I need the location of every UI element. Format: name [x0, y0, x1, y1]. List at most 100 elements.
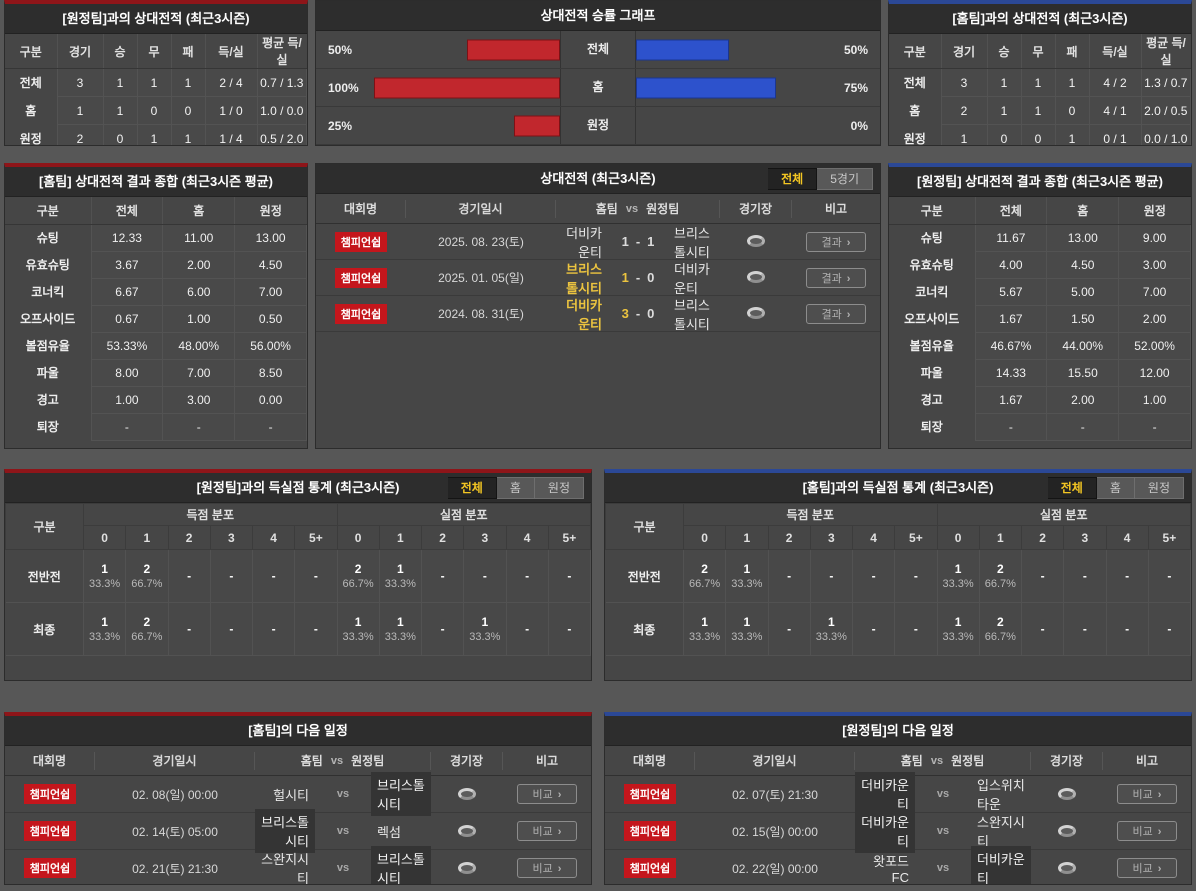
match-date: 2025. 08. 23(토): [438, 235, 524, 249]
column-header: 경기: [57, 34, 104, 69]
stadium-icon[interactable]: [1058, 861, 1076, 874]
column-header: 구분: [889, 197, 976, 225]
panel-away-h2h-record: [원정팀]과의 상대전적 (최근3시즌) 구분 경기 승 무 패 득/실 평균 득/실 전체…: [4, 0, 308, 146]
stadium-icon[interactable]: [747, 271, 765, 284]
match-datetime: 02. 21(토) 21:30: [132, 861, 218, 876]
cell: 0: [1054, 96, 1090, 125]
result-button[interactable]: 결과: [806, 267, 866, 288]
list-header: 대회명 경기일시 홈팀 vs 원정팀 경기장 비고: [5, 746, 591, 776]
away-team-name: 입스위치타운: [977, 778, 1025, 812]
panel-title: [홈팀]과의 상대전적 (최근3시즌): [889, 4, 1191, 34]
cell: -: [1063, 602, 1107, 656]
result-button[interactable]: 결과: [806, 303, 866, 324]
league-badge: 챔피언쉽: [334, 267, 388, 288]
goal-count-header: 4: [1105, 525, 1149, 550]
chart-row: 100% 홈 75%: [316, 69, 880, 107]
table-row: 볼점유율 46.67% 44.00% 52.00%: [889, 331, 1191, 360]
match-datetime: 02. 14(토) 05:00: [132, 824, 218, 839]
cell: 7.00: [162, 358, 236, 387]
stadium-icon[interactable]: [1058, 824, 1076, 837]
tab[interactable]: 전체: [447, 477, 497, 499]
list-header: 대회명 경기일시 홈팀 vs 원정팀 경기장 비고: [316, 194, 880, 224]
away-team-name: 렉섬: [377, 824, 401, 840]
table-header-row: 구분 경기 승 무 패 득/실 평균 득/실: [5, 34, 307, 69]
goal-count-header: 3: [809, 525, 854, 550]
home-winrate-value: 50%: [328, 42, 353, 57]
cell: 2 66.7%: [682, 549, 727, 603]
match-date: 2025. 01. 05(일): [438, 271, 524, 285]
cell: 1 33.3%: [463, 602, 507, 656]
table-row: 유효슈팅 3.67 2.00 4.50: [5, 250, 307, 279]
stadium-icon[interactable]: [747, 307, 765, 320]
result-button[interactable]: 결과: [806, 231, 866, 252]
compare-button[interactable]: 비교: [1117, 821, 1177, 841]
column-header: 평균 득/실: [257, 34, 307, 69]
away-score: 0: [647, 306, 655, 321]
away-team-name: 더비카운티: [971, 846, 1031, 884]
cell: 4 / 2: [1088, 68, 1142, 97]
cell: 0: [1020, 124, 1056, 145]
compare-button[interactable]: 비교: [517, 821, 577, 841]
cell: -: [90, 412, 164, 441]
table-row: 퇴장 - - -: [889, 412, 1191, 441]
cell: -: [209, 602, 254, 656]
cell: 11.67: [974, 223, 1048, 252]
match-row: 챔피언쉽 2025. 08. 23(토) 더비카운티 1 - 1 브리스톨시티 …: [316, 224, 880, 260]
home-team-header: 홈팀: [900, 753, 923, 768]
tab[interactable]: 5경기: [817, 168, 873, 190]
panel-title: [원정팀]의 다음 일정: [605, 716, 1191, 746]
goal-count-header: 3: [209, 525, 254, 550]
away-team-header: 원정팀: [951, 753, 985, 768]
league-badge: 챔피언쉽: [23, 784, 77, 804]
league-badge: 챔피언쉽: [623, 784, 677, 804]
cell: 56.00%: [234, 331, 307, 360]
stadium-icon[interactable]: [458, 787, 476, 800]
home-score: 3: [621, 306, 629, 321]
tab[interactable]: 전체: [1047, 477, 1097, 499]
home-team-name: 브리스톨시티: [255, 809, 315, 853]
home-team-name: 헐시티: [273, 787, 309, 803]
stadium-icon[interactable]: [747, 235, 765, 248]
row-label: 슈팅: [5, 224, 92, 251]
cell: 53.33%: [90, 331, 164, 360]
row-label: 홈: [5, 96, 58, 125]
tab[interactable]: 홈: [1096, 477, 1135, 499]
away-winrate-bar: [636, 39, 729, 60]
stadium-icon[interactable]: [458, 861, 476, 874]
cell: 8.50: [234, 358, 307, 387]
compare-button[interactable]: 비교: [1117, 858, 1177, 878]
match-header: 홈팀 vs 원정팀: [255, 751, 431, 770]
compare-button[interactable]: 비교: [1117, 784, 1177, 804]
table-row: 오프사이드 0.67 1.00 0.50: [5, 304, 307, 333]
panel-title: [원정팀]과의 득실점 통계 (최근3시즌): [196, 480, 400, 495]
chart-category-label: 홈: [560, 69, 636, 106]
tab[interactable]: 홈: [496, 477, 535, 499]
tab[interactable]: 전체: [768, 168, 818, 190]
row-label: 원정: [5, 124, 58, 145]
away-team-header: 원정팀: [646, 201, 680, 216]
cell: 48.00%: [162, 331, 236, 360]
match-date: 2024. 08. 31(토): [438, 307, 524, 321]
home-team-name: 더비카운티: [566, 297, 602, 332]
panel-home-h2h-record: [홈팀]과의 상대전적 (최근3시즌) 구분 경기 승 무 패 득/실 평균 득/실 전체 …: [888, 0, 1192, 146]
cell: 1: [1054, 124, 1090, 145]
row-label: 퇴장: [5, 413, 92, 440]
column-header: 득/실: [205, 34, 258, 69]
cell: 1: [170, 68, 206, 97]
cell: -: [209, 549, 254, 603]
panel-goals-vs-away: [원정팀]과의 득실점 통계 (최근3시즌) 전체 홈 원정 구분 득점 분포 …: [4, 469, 592, 681]
compare-button[interactable]: 비교: [517, 784, 577, 804]
stadium-icon[interactable]: [1058, 787, 1076, 800]
cell: -: [1118, 412, 1191, 441]
goal-count-header-row: 0 1 2 3 4 5+ 0 1 2 3 4 5+: [6, 525, 591, 550]
tab[interactable]: 원정: [1134, 477, 1184, 499]
cell: -: [1020, 602, 1065, 656]
compare-button[interactable]: 비교: [517, 858, 577, 878]
schedule-row: 챔피언쉽 02. 07(토) 21:30 더비카운티 vs 입스위치타운 비교: [605, 772, 1191, 816]
cell: 46.67%: [974, 331, 1048, 360]
tab[interactable]: 원정: [534, 477, 584, 499]
row-label: 유효슈팅: [889, 251, 976, 278]
stadium-icon[interactable]: [458, 824, 476, 837]
note-header: 비고: [1135, 754, 1159, 768]
match-datetime: 02. 08(일) 00:00: [132, 787, 218, 802]
